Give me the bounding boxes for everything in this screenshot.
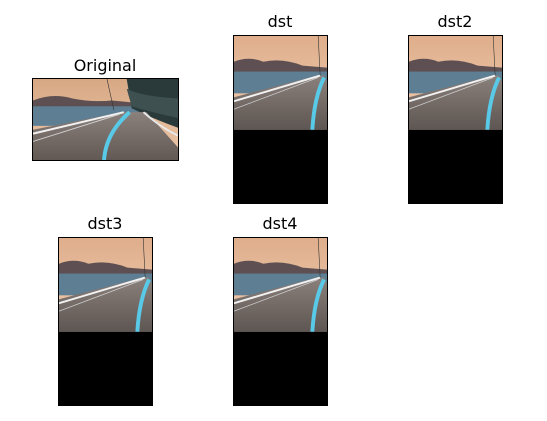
panel-title-dst: dst	[267, 12, 293, 31]
image-dst4	[233, 237, 328, 406]
image-dst3	[58, 237, 153, 406]
panel-title-original: Original	[73, 56, 137, 75]
image-original	[32, 78, 179, 161]
panel-title-dst4: dst4	[262, 214, 298, 233]
panel-title-dst3: dst3	[87, 214, 123, 233]
image-dst	[233, 35, 328, 204]
panel-title-dst2: dst2	[437, 12, 473, 31]
image-dst2	[408, 35, 503, 204]
